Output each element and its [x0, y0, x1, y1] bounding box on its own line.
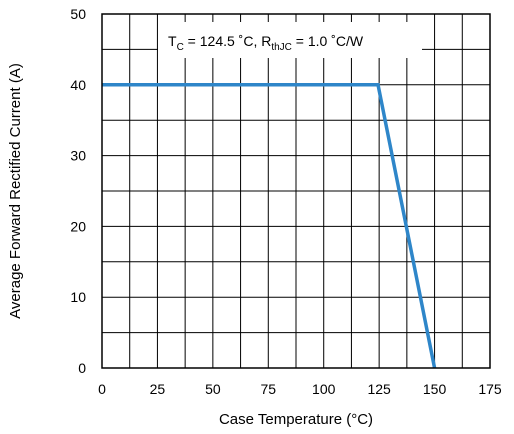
plot-frame — [101, 13, 491, 369]
x-tick-label: 175 — [478, 381, 502, 397]
y-tick-label: 20 — [70, 218, 86, 234]
series-line — [102, 83, 437, 369]
x-tick-label: 25 — [150, 381, 166, 397]
y-axis-title: Average Forward Rectified Current (A) — [7, 63, 24, 319]
y-axis-ticks: 0 10 20 30 40 50 — [70, 6, 86, 376]
x-tick-label: 100 — [312, 381, 336, 397]
grid-lines — [102, 14, 490, 368]
y-tick-label: 10 — [70, 289, 86, 305]
y-tick-label: 0 — [78, 360, 86, 376]
x-tick-label: 0 — [98, 381, 106, 397]
y-tick-label: 40 — [70, 77, 86, 93]
x-tick-label: 150 — [423, 381, 447, 397]
x-axis-ticks: 0 25 50 75 100 125 150 175 — [98, 381, 502, 397]
annotation-text: TC = 124.5 ˚C, RthJC = 1.0 ˚C/W — [168, 33, 364, 53]
y-tick-label: 30 — [70, 148, 86, 164]
x-tick-label: 50 — [205, 381, 221, 397]
series-layer — [102, 83, 437, 369]
annotation-background — [158, 22, 422, 58]
x-tick-label: 125 — [367, 381, 391, 397]
x-axis-title: Case Temperature (°C) — [219, 411, 373, 428]
x-tick-label: 75 — [260, 381, 276, 397]
y-tick-label: 50 — [70, 6, 86, 22]
